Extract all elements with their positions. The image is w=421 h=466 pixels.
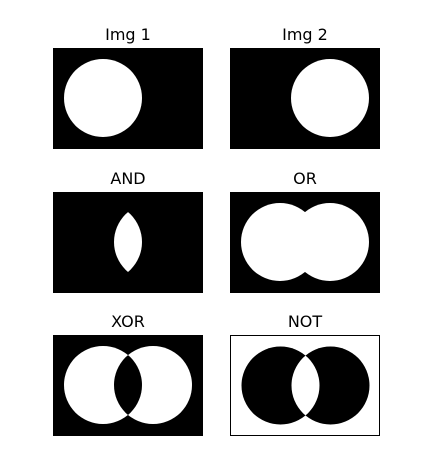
panel-or — [230, 192, 380, 293]
panel-not-intersection — [291, 346, 320, 425]
panel-and-intersection — [114, 203, 142, 281]
panel-title-not: NOT — [287, 312, 323, 331]
panel-xor — [53, 335, 203, 436]
panel-xor-intersection — [114, 346, 142, 424]
panel-img2 — [230, 48, 380, 149]
panel-title-img1: Img 1 — [105, 25, 151, 44]
panel-not — [230, 335, 380, 436]
panel-img1 — [53, 48, 203, 149]
panel-title-img2: Img 2 — [282, 25, 328, 44]
panel-title-and: AND — [110, 169, 146, 188]
panel-and — [53, 192, 203, 293]
panel-or-circle-right — [291, 203, 369, 281]
panel-title-xor: XOR — [111, 312, 145, 331]
panel-img1-circle-left — [64, 59, 142, 137]
panel-img2-circle-right — [291, 59, 369, 137]
panel-title-or: OR — [293, 169, 317, 188]
